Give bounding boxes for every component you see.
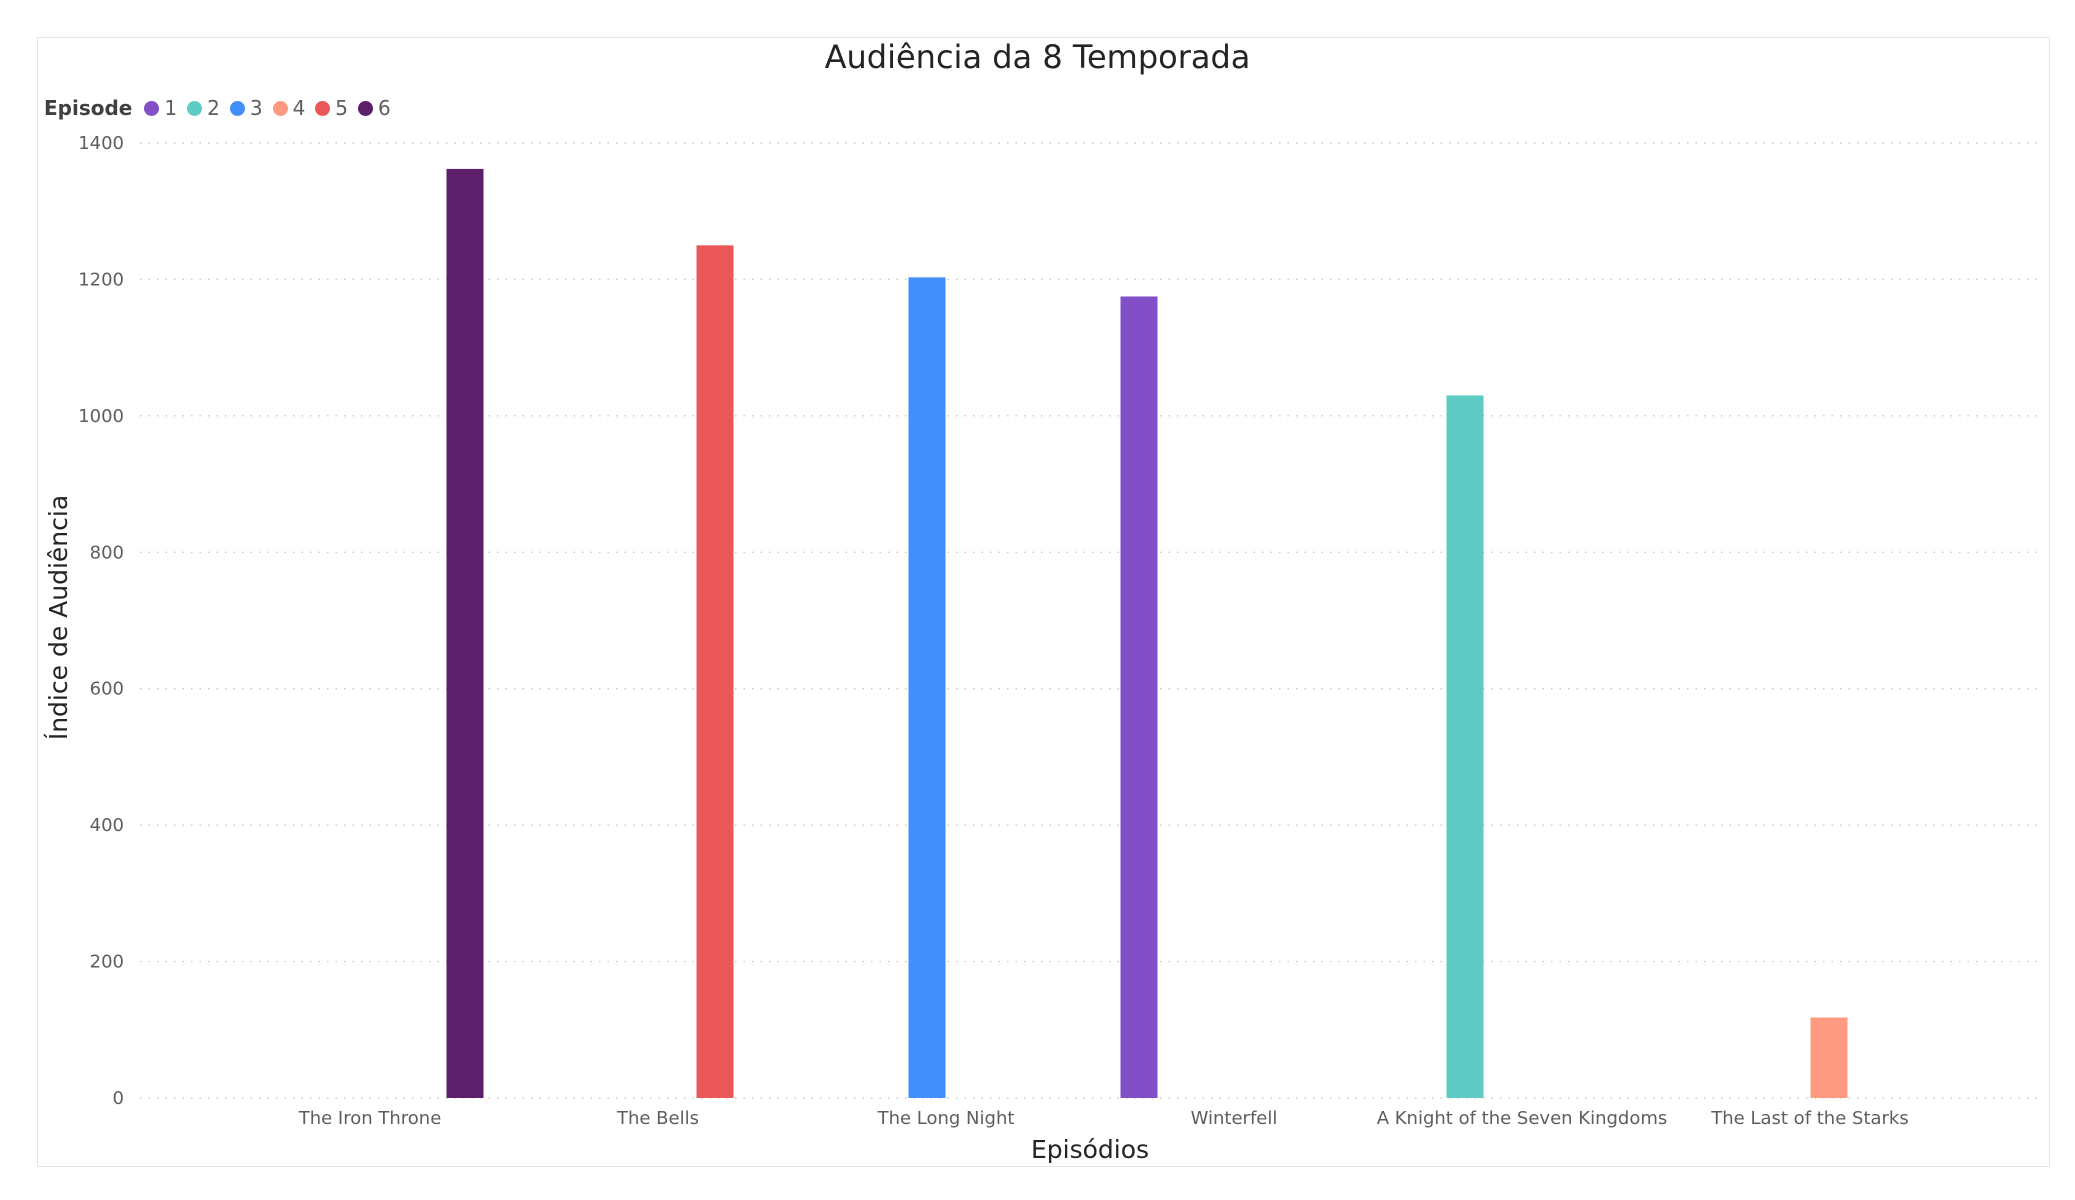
bar-episode-4[interactable] (1810, 1017, 1848, 1098)
legend-label: 6 (378, 96, 391, 120)
y-tick-label: 1000 (78, 406, 124, 427)
x-tick-label: The Iron Throne (298, 1108, 442, 1129)
bar-episode-6[interactable] (446, 168, 484, 1098)
bar-episode-1[interactable] (1120, 296, 1158, 1098)
legend-marker-icon (272, 100, 288, 116)
legend-marker-icon (358, 100, 374, 116)
gridlines (140, 142, 2040, 1099)
legend-label: 2 (207, 96, 220, 120)
legend-item-5[interactable]: 5 (315, 96, 348, 120)
x-tick-label: The Long Night (877, 1108, 1015, 1129)
visual-container (37, 37, 2050, 1167)
y-axis-title: Índice de Audiência (44, 495, 73, 740)
legend-item-1[interactable]: 1 (144, 96, 177, 120)
y-tick-label: 1200 (78, 269, 124, 290)
legend-label: 1 (164, 96, 178, 120)
legend-marker-icon (315, 100, 331, 116)
y-tick-label: 0 (113, 1088, 124, 1109)
x-tick-label: Winterfell (1191, 1108, 1278, 1129)
bars (446, 168, 1848, 1099)
legend-marker-icon (144, 100, 160, 116)
x-axis-title: Episódios (1031, 1135, 1149, 1164)
x-tick-label: The Last of the Starks (1710, 1108, 1908, 1129)
x-tick-label: The Bells (616, 1108, 699, 1129)
y-tick-label: 1400 (78, 133, 124, 154)
legend-marker-icon (187, 100, 203, 116)
legend-item-2[interactable]: 2 (187, 96, 220, 120)
bar-episode-5[interactable] (696, 245, 734, 1099)
chart-title: Audiência da 8 Temporada (824, 38, 1251, 76)
y-axis: 0 200 400 600 800 1000 1200 1400 (78, 133, 124, 1109)
x-tick-label: A Knight of the Seven Kingdoms (1377, 1108, 1668, 1129)
y-tick-label: 400 (90, 815, 124, 836)
bar-episode-2[interactable] (1446, 395, 1484, 1099)
legend-label: 4 (292, 96, 306, 120)
legend-item-4[interactable]: 4 (272, 96, 306, 120)
bar-episode-3[interactable] (908, 277, 946, 1098)
legend-label: 3 (249, 96, 263, 120)
y-tick-label: 200 (90, 952, 124, 973)
legend-label: 5 (335, 96, 349, 120)
x-axis: The Iron Throne The Bells The Long Night Wi… (298, 1108, 1909, 1129)
legend-marker-icon (229, 100, 245, 116)
y-tick-label: 800 (90, 542, 124, 563)
legend: Episode 1 2 3 4 5 6 (44, 94, 401, 122)
y-tick-label: 600 (90, 679, 124, 700)
legend-item-3[interactable]: 3 (229, 96, 263, 120)
legend-item-6[interactable]: 6 (358, 96, 391, 120)
legend-title: Episode (44, 96, 133, 120)
